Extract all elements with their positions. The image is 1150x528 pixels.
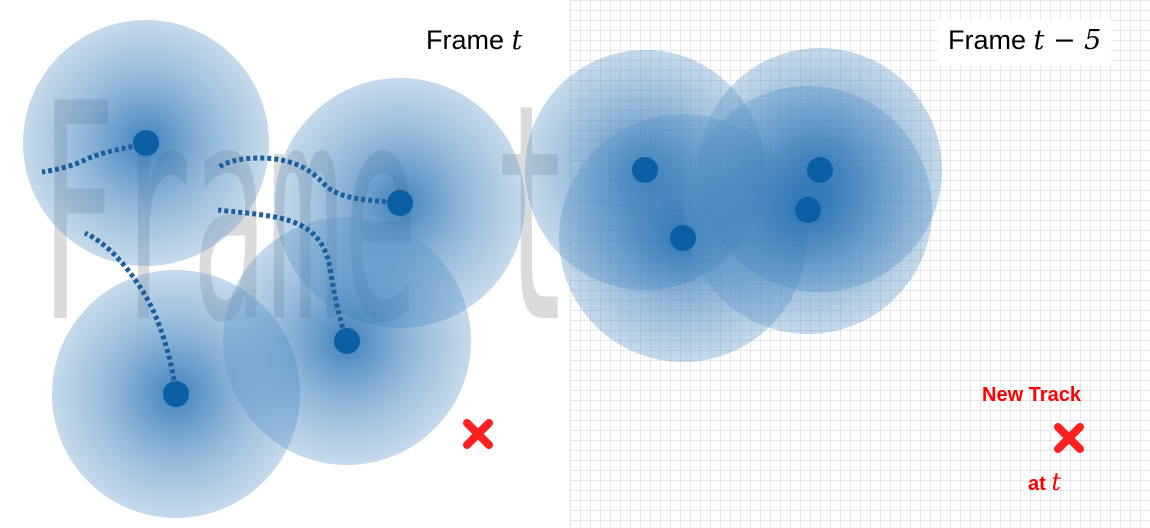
new-track-time-prefix: at (1028, 473, 1046, 495)
frame-t-label: Frame t (416, 20, 533, 65)
frame-t-minus-5-label-prefix: Frame (948, 25, 1027, 55)
frame-t-label-prefix: Frame (426, 25, 505, 55)
detection-point (334, 328, 360, 354)
new-track-time-label: at t (1028, 468, 1061, 496)
track-line (217, 207, 350, 342)
past-detection-point (632, 157, 658, 183)
past-detection-point (795, 197, 821, 223)
new-track-cross-icon (1054, 423, 1084, 453)
track-line (83, 230, 179, 395)
detection-point (133, 130, 159, 156)
past-detection-point (670, 225, 696, 251)
past-detection-point (807, 157, 833, 183)
frame-t-minus-5-label-symbol: t − 5 (1033, 25, 1102, 56)
new-track-title: New Track (982, 384, 1081, 406)
track-line (41, 140, 147, 175)
detection-point (387, 190, 413, 216)
frame-t-minus-5-label: Frame t − 5 (938, 20, 1112, 65)
detection-point (163, 381, 189, 407)
frame-t-label-symbol: t (511, 25, 523, 56)
new-track-time-symbol: t (1051, 468, 1062, 496)
cross-icon (463, 419, 493, 449)
